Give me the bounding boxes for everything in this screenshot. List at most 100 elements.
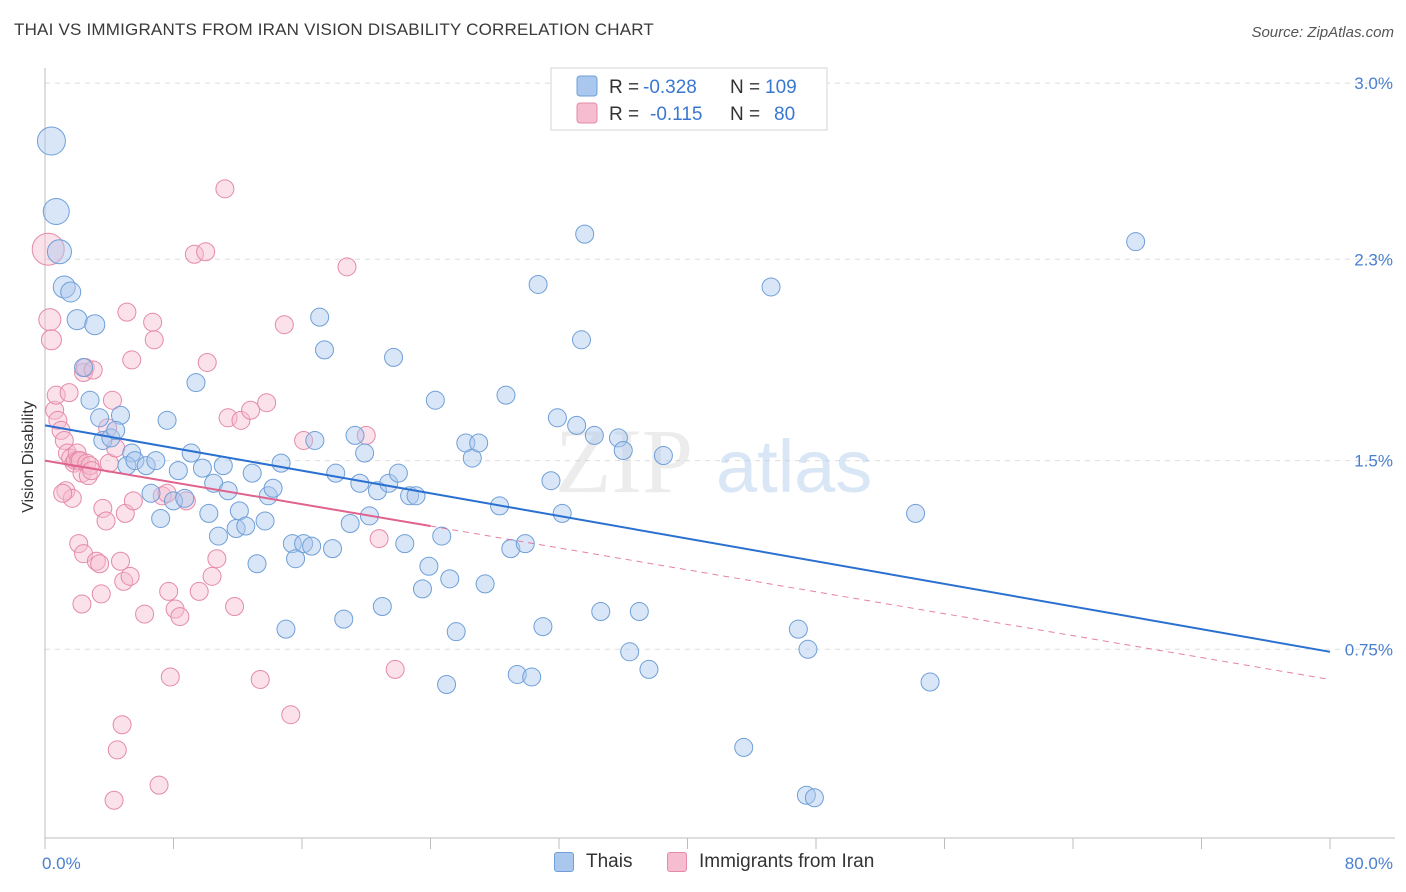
- iran-point: [215, 179, 235, 199]
- iran-point: [184, 244, 204, 264]
- iran-point: [53, 483, 73, 503]
- y-tick-label: 0.75%: [1345, 640, 1393, 659]
- iran-point: [159, 581, 179, 601]
- iran-point: [82, 461, 102, 481]
- iran-swatch: [667, 852, 687, 872]
- iran-point: [207, 549, 227, 569]
- iran-point: [104, 790, 124, 810]
- thais-point: [80, 390, 100, 410]
- iran-point: [102, 390, 122, 410]
- thais-point: [419, 556, 439, 576]
- thais-point: [213, 456, 233, 476]
- thais-point: [653, 446, 673, 466]
- iran-point: [56, 481, 76, 501]
- thais-point: [496, 385, 516, 405]
- x-tick-label: 0.0%: [42, 854, 81, 873]
- iran-r-label: R =: [609, 104, 639, 125]
- thais-point: [388, 463, 408, 483]
- thais-point: [613, 441, 633, 461]
- thais-point: [798, 639, 818, 659]
- thais-series-points: [36, 126, 1146, 808]
- thais-point: [437, 675, 457, 695]
- thais-point: [66, 309, 88, 331]
- thais-point: [1126, 232, 1146, 252]
- legend-item-iran[interactable]: Immigrants from Iran: [667, 851, 874, 873]
- iran-point: [110, 551, 130, 571]
- watermark-atlas: atlas: [716, 425, 872, 508]
- thais-point: [146, 451, 166, 471]
- iran-point: [197, 352, 217, 372]
- iran-point: [369, 529, 389, 549]
- thais-point: [788, 619, 808, 639]
- legend-label-thais: Thais: [586, 851, 633, 872]
- iran-point: [112, 715, 132, 735]
- thais-point: [395, 534, 415, 554]
- thais-point: [469, 433, 489, 453]
- iran-trend-line: [44, 459, 431, 527]
- thais-point: [906, 503, 926, 523]
- thais-point: [920, 672, 940, 692]
- trend-lines: [44, 424, 1331, 680]
- thais-point: [345, 425, 365, 445]
- thais-point: [42, 197, 70, 225]
- iran-r-value: -0.115: [650, 104, 702, 125]
- iran-point: [196, 242, 216, 262]
- thais-point: [350, 473, 370, 493]
- legend-item-thais[interactable]: Thais: [554, 851, 632, 873]
- thais-point: [286, 549, 306, 569]
- iran-point: [337, 257, 357, 277]
- iran-point: [170, 607, 190, 627]
- iran-point: [114, 571, 134, 591]
- thais-point: [323, 539, 343, 559]
- thais-point: [440, 569, 460, 589]
- thais-point: [522, 667, 542, 687]
- thais-point: [36, 126, 66, 156]
- thais-point: [255, 511, 275, 531]
- iran-point: [250, 669, 270, 689]
- thais-point: [157, 410, 177, 430]
- iran-trend-extension: [430, 525, 1331, 680]
- thais-point: [575, 224, 595, 244]
- iran-point: [241, 400, 261, 420]
- y-tick-label: 2.3%: [1354, 250, 1393, 269]
- thais-point: [541, 471, 561, 491]
- iran-point: [62, 488, 82, 508]
- thais-point: [186, 373, 206, 393]
- thais-point: [584, 425, 604, 445]
- iran-point: [96, 511, 116, 531]
- thais-point: [425, 390, 445, 410]
- thais-point: [122, 443, 142, 463]
- iran-point: [157, 483, 177, 503]
- thais-point: [263, 478, 283, 498]
- thais-point: [125, 451, 145, 471]
- iran-point: [160, 667, 180, 687]
- iran-point: [91, 584, 111, 604]
- thais-point: [106, 420, 126, 440]
- thais-point: [412, 579, 432, 599]
- thais-point: [734, 737, 754, 757]
- thais-point: [294, 534, 314, 554]
- thais-point: [547, 408, 567, 428]
- thais-point: [310, 307, 330, 327]
- iran-point: [40, 329, 62, 351]
- thais-point: [302, 536, 322, 556]
- thais-point: [432, 526, 452, 546]
- thais-point: [384, 347, 404, 367]
- thais-point: [629, 602, 649, 622]
- thais-point: [571, 330, 591, 350]
- iran-point: [149, 775, 169, 795]
- thais-point: [276, 619, 296, 639]
- iran-point: [107, 740, 127, 760]
- thais-point: [620, 642, 640, 662]
- iran-point: [120, 566, 140, 586]
- iran-point: [123, 491, 143, 511]
- thais-point: [533, 617, 553, 637]
- iran-legend-swatch: [576, 102, 598, 124]
- thais-point: [74, 357, 94, 377]
- thais-point: [60, 281, 82, 303]
- iran-point: [86, 551, 106, 571]
- iran-series-points: [31, 179, 405, 810]
- stats-legend: R = -0.328 N = 109 R = -0.115 N = 80: [550, 67, 828, 131]
- iran-point: [78, 466, 98, 486]
